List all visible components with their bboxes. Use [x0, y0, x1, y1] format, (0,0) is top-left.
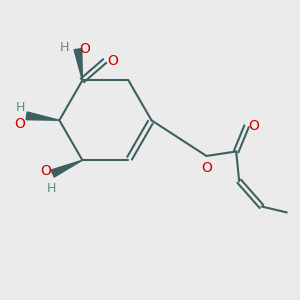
- Text: O: O: [248, 119, 259, 133]
- Text: O: O: [107, 54, 118, 68]
- Text: O: O: [201, 161, 212, 175]
- Polygon shape: [51, 160, 83, 177]
- Text: H: H: [16, 101, 25, 114]
- Text: H: H: [46, 182, 56, 195]
- Text: O: O: [40, 164, 51, 178]
- Text: O: O: [80, 42, 90, 56]
- Text: H: H: [60, 41, 70, 54]
- Polygon shape: [26, 112, 59, 120]
- Text: O: O: [14, 117, 25, 131]
- Polygon shape: [74, 49, 82, 80]
